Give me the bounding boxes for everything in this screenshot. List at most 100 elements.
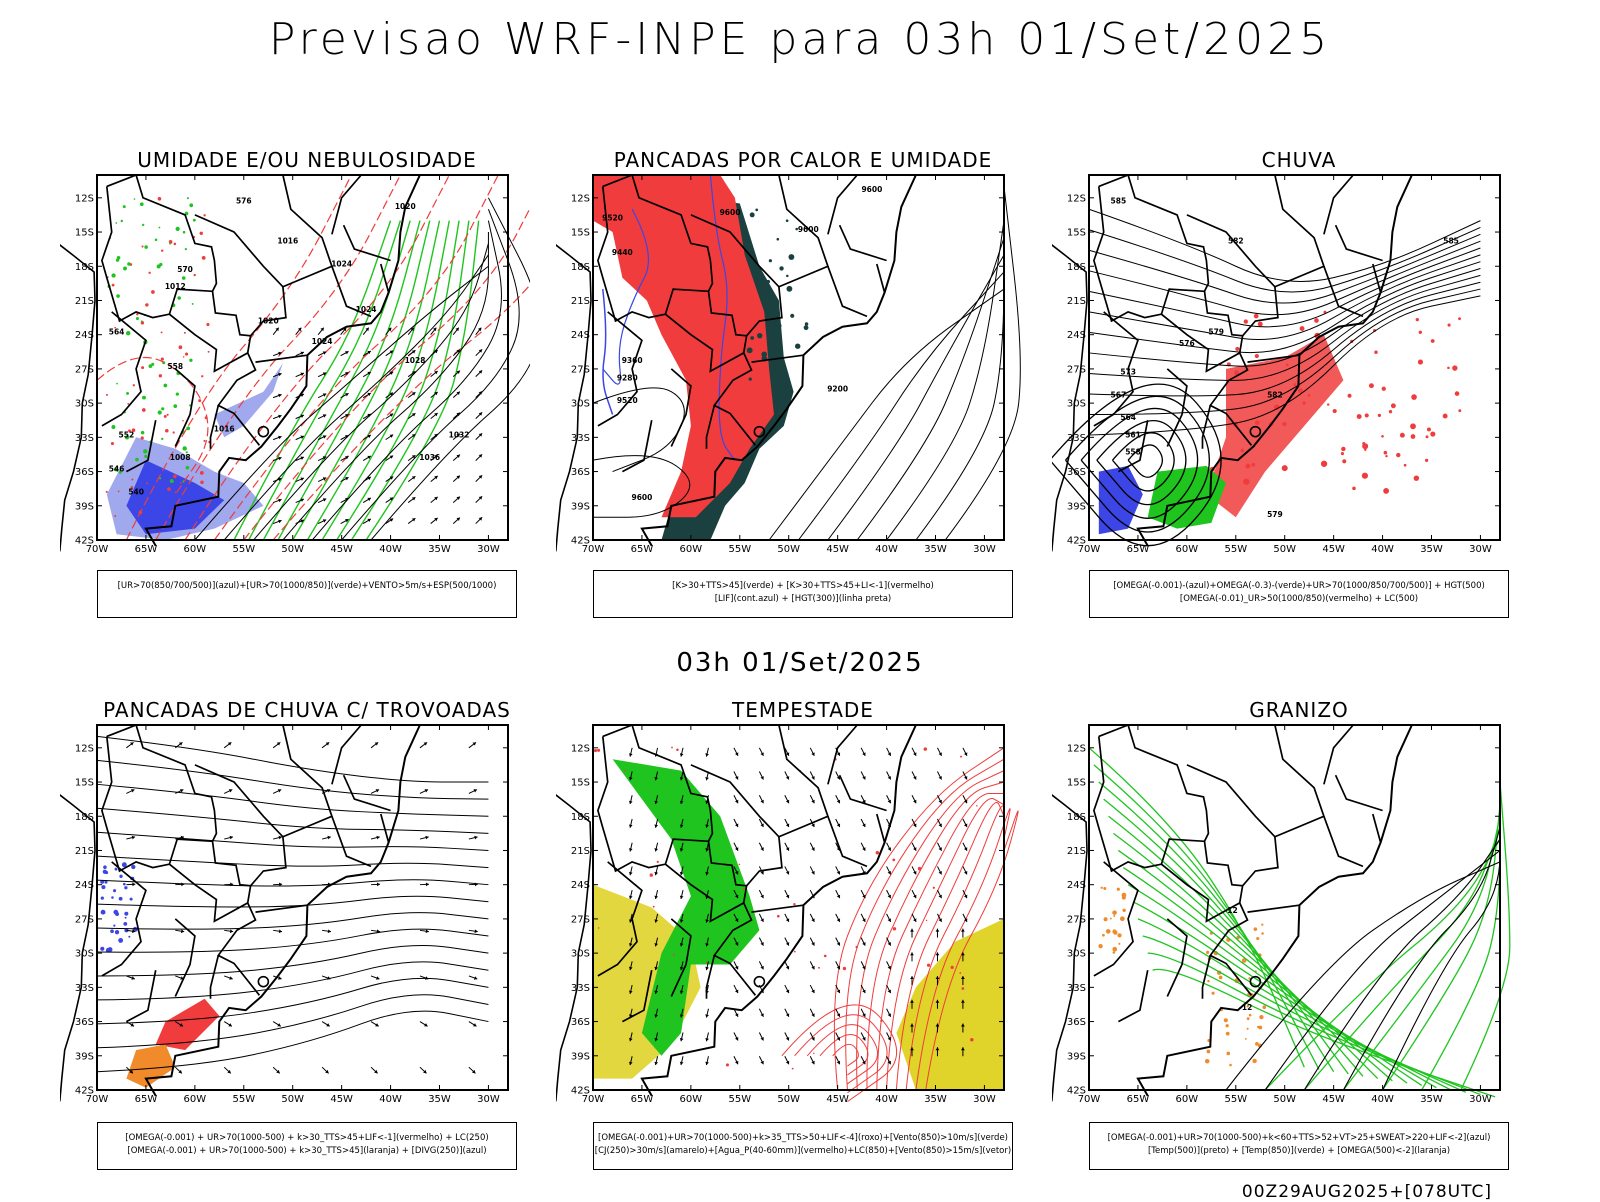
red-speckle: [203, 440, 205, 442]
lat-tick-label: 36S: [75, 467, 94, 478]
contour-label: 9600: [720, 208, 741, 217]
rain-speckle: [1362, 442, 1365, 445]
omega-orange: [1207, 1050, 1211, 1054]
green-speckle: [116, 258, 119, 261]
red-speckle: [164, 415, 167, 418]
omega-orange: [1249, 1014, 1252, 1017]
red-speckle: [146, 483, 148, 485]
rain-speckle: [1411, 434, 1416, 439]
lat-tick-label: 21S: [75, 846, 94, 857]
lat-tick-label: 15S: [1067, 228, 1086, 239]
pw-speckle: [933, 887, 935, 889]
legend-line: [CJ(250)>30m/s](amarelo)+[Agua_P(40-60mm…: [594, 1145, 1012, 1158]
contour-label: -12: [1239, 1003, 1253, 1012]
divergence-blue: [124, 886, 127, 889]
red-speckle: [198, 399, 201, 402]
lon-tick-label: 65W: [1127, 544, 1150, 555]
pw-speckle: [976, 805, 977, 806]
rain-speckle: [1378, 414, 1381, 417]
rain-speckle: [1458, 317, 1461, 320]
lat-tick-label: 30S: [75, 399, 94, 410]
lon-tick-label: 35W: [428, 544, 451, 555]
lat-tick-label: 27S: [1067, 364, 1086, 375]
omega-orange: [1117, 888, 1120, 891]
red-speckle: [161, 249, 163, 251]
rain-speckle: [1391, 403, 1396, 408]
pw-speckle: [813, 1053, 814, 1054]
red-speckle: [118, 490, 120, 492]
rain-speckle: [1447, 367, 1450, 370]
lat-tick-label: 27S: [571, 364, 590, 375]
map-umidade: 1020101610241012102410201024100810321036…: [60, 170, 530, 568]
rain-speckle: [1385, 455, 1387, 457]
lat-tick-label: 27S: [75, 364, 94, 375]
green-speckle: [159, 227, 161, 229]
omega-orange: [1103, 887, 1106, 890]
lat-tick-label: 18S: [1067, 812, 1086, 823]
legend-line: [OMEGA(-0.001) + UR>70(1000-500) + k>30_…: [98, 1145, 516, 1158]
contour-label: 9440: [612, 248, 633, 257]
rain-speckle: [1443, 414, 1448, 419]
divergence-blue: [118, 938, 123, 943]
pw-speckle: [843, 967, 846, 970]
pw-speckle: [951, 966, 954, 969]
pw-speckle: [794, 951, 796, 953]
lon-tick-label: 55W: [1224, 1094, 1247, 1105]
lon-tick-label: 35W: [924, 544, 947, 555]
rain-speckle: [1348, 394, 1352, 398]
rain-speckle: [1362, 473, 1368, 479]
omega-orange: [1113, 951, 1116, 954]
rain-speckle: [1425, 459, 1428, 462]
teal-speckle: [770, 361, 776, 367]
green-speckle: [144, 455, 147, 458]
pw-speckle: [653, 906, 655, 908]
lat-tick-label: 21S: [1067, 296, 1086, 307]
lon-tick-label: 45W: [330, 1094, 353, 1105]
lon-tick-label: 70W: [1078, 1094, 1101, 1105]
green-speckle: [189, 203, 193, 207]
lat-tick-label: 39S: [571, 501, 590, 512]
green-speckle: [126, 392, 129, 395]
contour-label: 585: [1111, 197, 1127, 206]
red-speckle: [148, 272, 150, 274]
pw-speckle: [927, 964, 930, 967]
contour-label: 576: [1179, 339, 1195, 348]
green-speckle: [142, 224, 144, 226]
contour-label: 9600: [861, 185, 882, 194]
lat-tick-label: 12S: [75, 193, 94, 204]
panel-title-pancadas-trovoadas: PANCADAS DE CHUVA C/ TROVOADAS: [97, 698, 517, 722]
omega-orange: [1104, 917, 1108, 921]
green-speckle: [141, 431, 145, 435]
contour-label: 9520: [602, 214, 623, 223]
legend-tempestade: [OMEGA(-0.001)+UR>70(1000-500)+k>35_TTS>…: [593, 1122, 1013, 1170]
contour-label: 1016: [277, 236, 298, 245]
lat-tick-label: 30S: [1067, 399, 1086, 410]
lon-tick-label: 40W: [379, 1094, 402, 1105]
lon-tick-label: 45W: [826, 544, 849, 555]
pw-speckle: [743, 888, 745, 890]
green-speckle: [169, 243, 171, 245]
teal-speckle: [757, 333, 762, 338]
lat-tick-label: 24S: [75, 880, 94, 891]
lon-tick-label: 35W: [428, 1094, 451, 1105]
lon-tick-label: 70W: [582, 1094, 605, 1105]
divergence-blue: [115, 912, 119, 916]
red-speckle: [203, 214, 205, 216]
omega-orange: [1259, 1015, 1263, 1019]
omega-orange: [1226, 1032, 1230, 1036]
teal-speckle: [750, 336, 754, 340]
rain-speckle: [1416, 318, 1419, 321]
red-speckle: [161, 358, 164, 361]
lat-tick-label: 39S: [1067, 1051, 1086, 1062]
red-speckle: [114, 515, 116, 517]
green-speckle: [192, 303, 194, 305]
plot-background: [1089, 725, 1500, 1090]
plot-background: [97, 725, 508, 1090]
contour-label: 1020: [258, 316, 279, 325]
omega-orange: [1245, 1038, 1247, 1040]
rain-speckle: [1414, 475, 1419, 480]
lon-tick-label: 35W: [924, 1094, 947, 1105]
lat-tick-label: 18S: [75, 812, 94, 823]
rain-speckle: [1282, 465, 1288, 471]
